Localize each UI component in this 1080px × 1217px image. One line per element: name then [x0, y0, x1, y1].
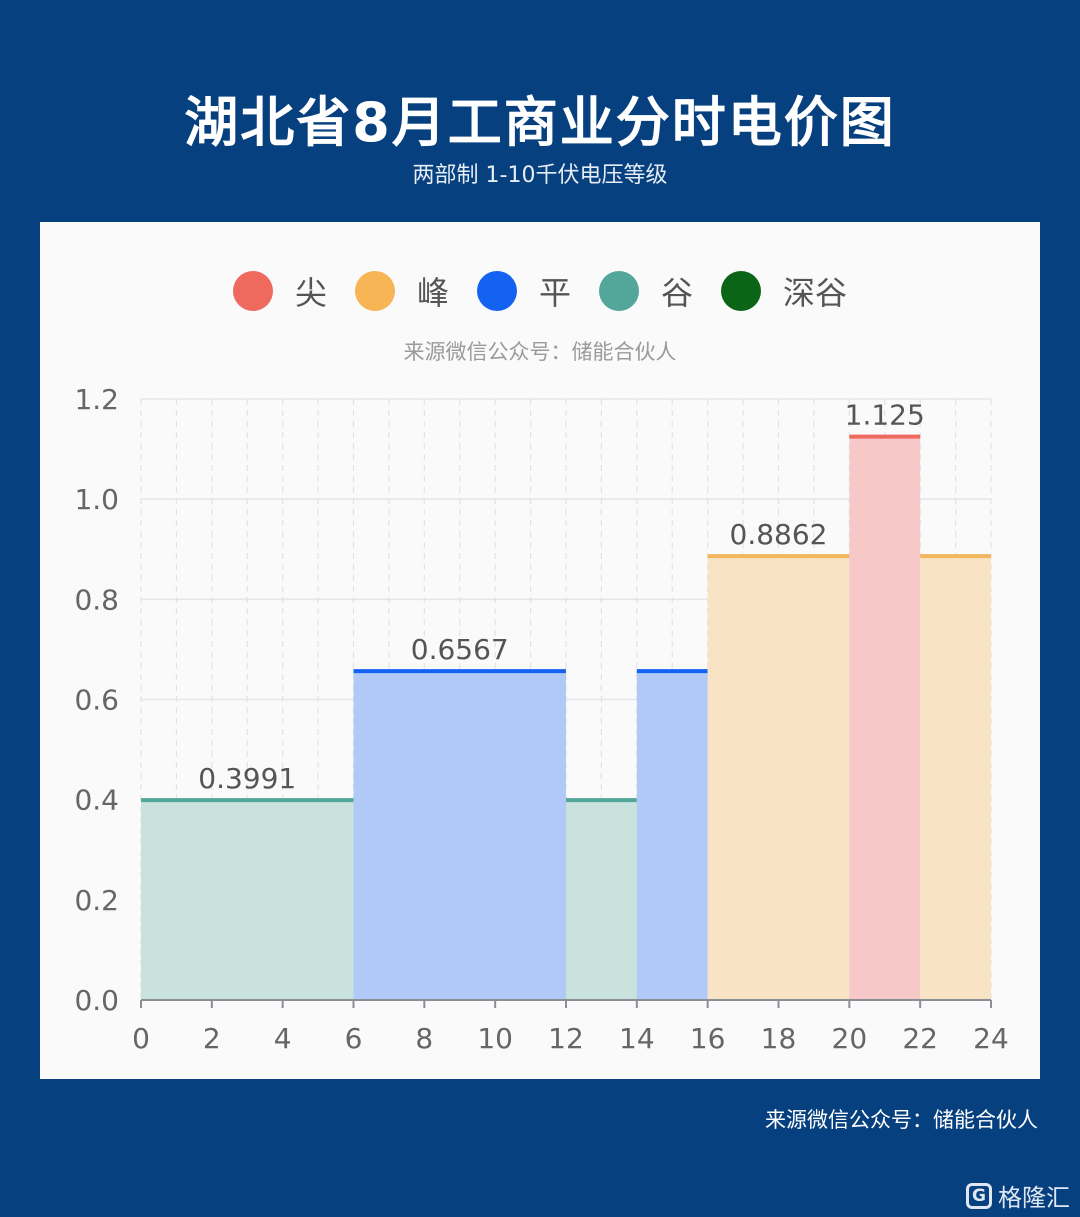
segment-area — [353, 671, 566, 1000]
segment-area — [849, 436, 921, 1000]
legend-item-deep-valley[interactable]: 深谷 — [721, 268, 847, 314]
x-tick-label: 14 — [619, 1022, 655, 1055]
data-label: 1.125 — [845, 399, 925, 432]
x-tick-label: 22 — [902, 1022, 938, 1055]
x-tick-label: 16 — [690, 1022, 726, 1055]
y-tick-label: 0.2 — [74, 884, 119, 917]
y-tick-label: 1.0 — [74, 483, 119, 516]
chart-panel: 0.3991 0.6567 0.8862 1.125 0 2 4 6 8 10 12 14 16 18 20… — [40, 222, 1040, 1079]
x-tick-label: 8 — [415, 1022, 433, 1055]
x-tick-label: 0 — [132, 1022, 150, 1055]
data-label: 0.8862 — [730, 518, 828, 551]
footer-source: 来源微信公众号：储能合伙人 — [765, 1108, 1038, 1132]
legend-dot-icon — [476, 271, 517, 311]
page-subtitle: 两部制 1-10千伏电压等级 — [412, 163, 668, 188]
logo-g-icon: G — [966, 1182, 992, 1209]
legend-dot-icon — [599, 271, 639, 311]
x-tick-label: 18 — [761, 1022, 797, 1055]
logo-text: 格隆汇 — [998, 1184, 1070, 1212]
data-label: 0.6567 — [411, 633, 509, 666]
legend-item-sharp[interactable]: 尖 — [232, 268, 327, 314]
x-tick-label: 4 — [274, 1022, 292, 1055]
x-tick-label: 20 — [832, 1022, 868, 1055]
legend-dot-icon — [232, 271, 273, 311]
x-tick-label: 10 — [477, 1022, 513, 1055]
x-tick-label: 24 — [973, 1022, 1009, 1055]
legend-item-peak[interactable]: 峰 — [354, 268, 449, 314]
y-tick-label: 1.2 — [74, 383, 119, 416]
x-tick-label: 2 — [203, 1022, 221, 1055]
segment-area — [920, 556, 991, 1000]
legend-item-flat[interactable]: 平 — [476, 268, 571, 314]
legend-dot-icon — [354, 271, 395, 311]
data-label: 0.3991 — [198, 762, 296, 795]
segment-area — [707, 556, 850, 1000]
y-tick-label: 0.8 — [74, 583, 119, 616]
legend-label: 峰 — [416, 274, 449, 312]
chart-source-note: 来源微信公众号：储能合伙人 — [403, 340, 677, 364]
legend-dot-icon — [721, 271, 762, 311]
segment-area — [636, 671, 708, 1000]
x-tick-label: 12 — [548, 1022, 584, 1055]
legend-label: 深谷 — [783, 274, 848, 312]
y-tick-label: 0.6 — [74, 684, 119, 717]
y-tick-label: 0.0 — [74, 984, 119, 1017]
chart-legend: 尖 峰 平 谷 深谷 — [0, 268, 1080, 314]
brand-logo: G 格隆汇 — [966, 1178, 1070, 1213]
page-title: 湖北省8月工商业分时电价图 — [184, 91, 896, 154]
legend-label: 尖 — [294, 274, 327, 312]
legend-label: 谷 — [661, 274, 694, 312]
segment-area — [566, 800, 637, 1000]
legend-label: 平 — [538, 274, 571, 312]
x-tick-label: 6 — [345, 1022, 363, 1055]
y-tick-label: 0.4 — [74, 784, 119, 817]
segment-area — [141, 800, 354, 1000]
legend-item-valley[interactable]: 谷 — [599, 268, 693, 314]
